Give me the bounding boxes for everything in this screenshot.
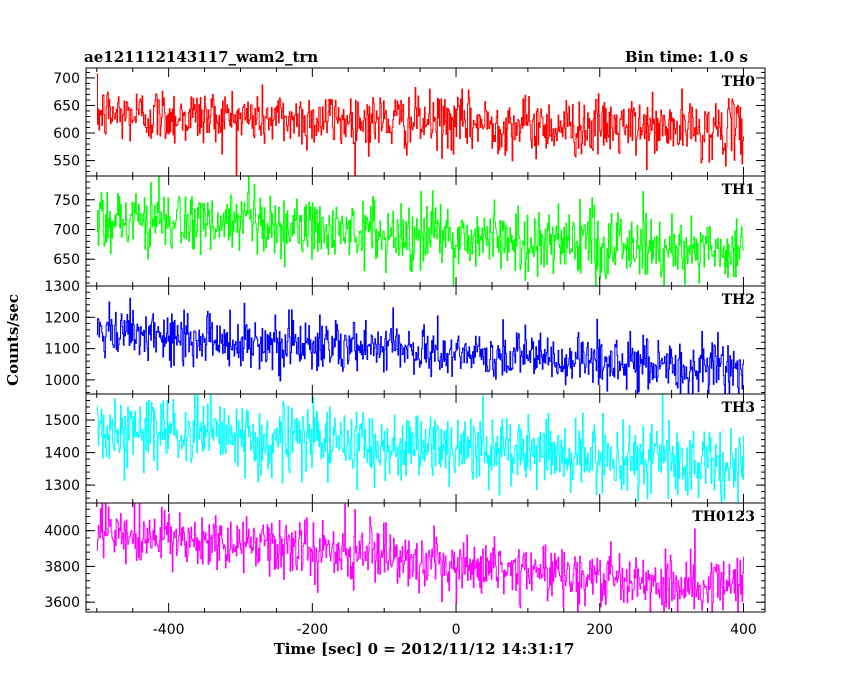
y-tick-label: 550 — [53, 154, 80, 170]
y-tick-label: 600 — [53, 126, 80, 142]
chart-title-left: ae121112143117_wam2_trn — [84, 48, 318, 66]
panel-th3: 1300 1400 1500 TH3 — [44, 393, 766, 504]
series-line-th0123 — [96, 503, 744, 612]
series-line-th3 — [96, 394, 744, 503]
series-line-th1 — [96, 176, 744, 286]
y-tick-label: 3800 — [44, 559, 80, 575]
y-tick-label: 1300 — [44, 279, 80, 295]
x-tick-label: -400 — [153, 622, 185, 638]
y-tick-label: 1200 — [44, 310, 80, 326]
panel-label: TH1 — [722, 182, 755, 198]
panel-th0123: 3600 3800 4000 TH0123 — [44, 502, 766, 613]
y-tick-label: 1400 — [44, 446, 80, 462]
panel-frame-th2 — [85, 285, 766, 395]
panel-label: TH0 — [722, 74, 756, 90]
panel-th1: 650 700 750 TH1 — [53, 175, 766, 287]
y-tick-label: 1300 — [44, 478, 80, 494]
panel-label: TH0123 — [692, 509, 755, 525]
x-tick-label: 400 — [730, 622, 757, 638]
y-tick-label: 650 — [53, 98, 80, 114]
y-tick-label: 750 — [53, 193, 80, 209]
x-tick-label: 200 — [586, 622, 613, 638]
x-tick-label: 0 — [452, 622, 461, 638]
chart-title-right: Bin time: 1.0 s — [625, 48, 748, 66]
y-tick-label: 1500 — [44, 413, 80, 429]
panel-label: TH3 — [722, 400, 755, 416]
y-tick-label: 1000 — [44, 373, 80, 389]
panel-th0: 550 600 650 700 TH0 — [53, 67, 766, 177]
y-tick-label: 650 — [53, 252, 80, 268]
series-line-th0 — [96, 73, 744, 176]
panel-frame-th1 — [85, 175, 766, 287]
panel-label: TH2 — [722, 292, 755, 308]
panel-frame-th0123 — [85, 502, 766, 613]
y-tick-label: 700 — [53, 71, 80, 87]
panel-th2: 1000 1100 1200 1300 TH2 — [44, 279, 766, 395]
y-tick-label: 700 — [53, 223, 80, 239]
x-tick-label: -200 — [296, 622, 328, 638]
series-line-th2 — [96, 297, 744, 394]
y-tick-label: 4000 — [44, 524, 80, 540]
x-axis-label: Time [sec] 0 = 2012/11/12 14:31:17 — [274, 640, 575, 658]
y-tick-label: 3600 — [44, 595, 80, 611]
y-axis-label: Counts/sec — [4, 294, 22, 386]
y-tick-label: 1100 — [44, 342, 80, 358]
